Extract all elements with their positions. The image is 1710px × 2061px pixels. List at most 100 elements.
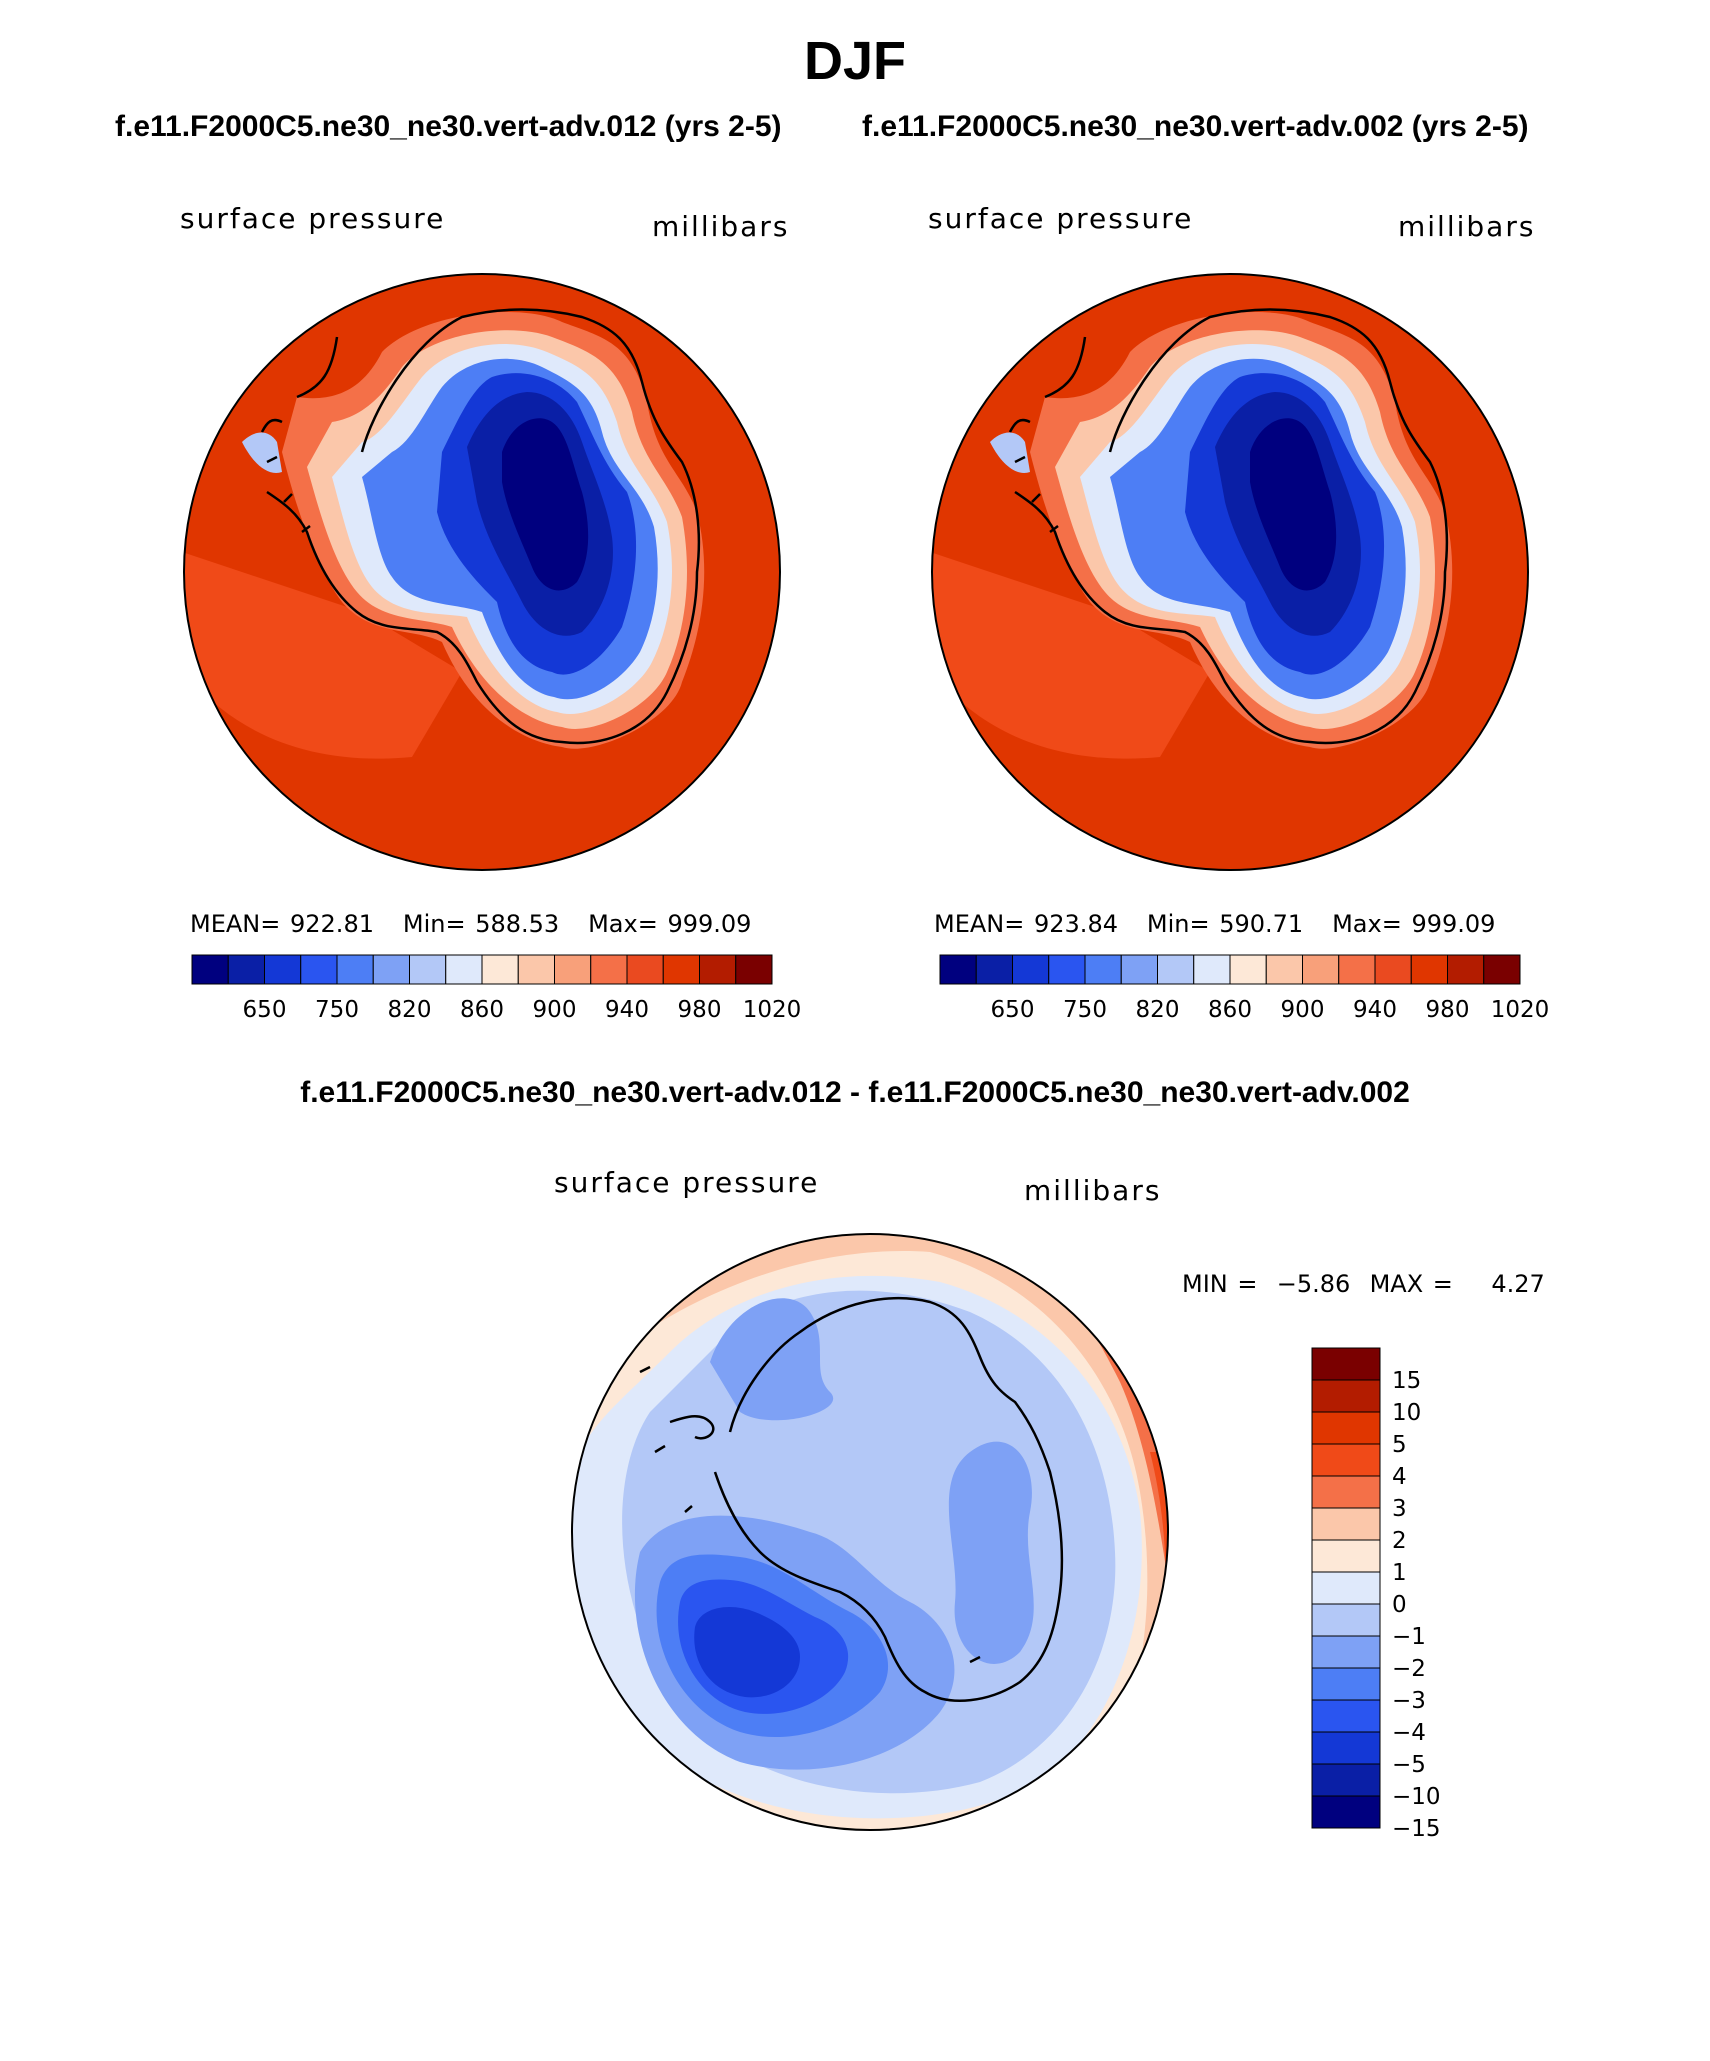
right-colorbar-swatch xyxy=(1302,954,1340,985)
left-colorbar-swatch xyxy=(300,954,338,985)
diff-colorbar-swatch xyxy=(1311,1539,1381,1573)
diff-max-value: 4.27 xyxy=(1491,1270,1545,1298)
right-colorbar-swatch xyxy=(939,954,977,985)
right-colorbar-swatch xyxy=(1265,954,1303,985)
left-colorbar-swatch xyxy=(626,954,664,985)
diff-colorbar-swatch xyxy=(1311,1763,1381,1797)
right-colorbar-tick-label: 650 xyxy=(991,997,1035,1023)
left-units-label: millibars xyxy=(652,210,790,243)
diff-colorbar-swatch xyxy=(1311,1379,1381,1413)
left-colorbar-swatch xyxy=(517,954,555,985)
left-map-border xyxy=(183,273,781,871)
diff-colorbar-swatch xyxy=(1311,1507,1381,1541)
left-colorbar-swatch xyxy=(445,954,483,985)
diff-colorbar-tick-label: 15 xyxy=(1392,1368,1421,1394)
right-colorbar-swatch xyxy=(1410,954,1448,985)
right-max-text: Max= xyxy=(1332,910,1402,938)
left-mean-text: MEAN= xyxy=(190,910,281,938)
diff-colorbar-swatch xyxy=(1311,1411,1381,1445)
right-colorbar-swatch xyxy=(1084,954,1122,985)
left-colorbar-swatch xyxy=(554,954,592,985)
diff-colorbar-tick-label: 2 xyxy=(1392,1528,1407,1554)
main-title: DJF xyxy=(803,31,906,91)
left-colorbar-tick-label: 820 xyxy=(388,997,432,1023)
diff-colorbar-tick-label: −1 xyxy=(1392,1624,1426,1650)
diff-colorbar-swatch xyxy=(1311,1475,1381,1509)
diff-colorbar-swatch xyxy=(1311,1667,1381,1701)
left-min-text: Min= xyxy=(402,910,466,938)
diff-min-value: −5.86 xyxy=(1276,1270,1351,1298)
right-colorbar-swatch xyxy=(1012,954,1050,985)
right-colorbar-swatch xyxy=(975,954,1013,985)
diff-colorbar-swatch xyxy=(1311,1635,1381,1669)
right-colorbar-swatch xyxy=(1483,954,1521,985)
left-colorbar-tick-label: 980 xyxy=(678,997,722,1023)
diff-colorbar-tick-label: −3 xyxy=(1392,1688,1426,1714)
right-colorbar-swatch xyxy=(1229,954,1267,985)
left-colorbar-swatch xyxy=(191,954,229,985)
left-colorbar-swatch xyxy=(481,954,519,985)
left-stats: MEAN= 922.81 Min= 588.53 Max= 999.09 xyxy=(190,910,751,938)
left-colorbar: 650 750 820 860 900 940 980 1020 xyxy=(191,954,802,1023)
diff-colorbar-tick-label: −10 xyxy=(1392,1784,1441,1810)
left-colorbar-swatch xyxy=(699,954,737,985)
diff-colorbar-tick-label: 3 xyxy=(1392,1496,1407,1522)
right-colorbar-tick-label: 1020 xyxy=(1491,997,1550,1023)
diff-colorbar-tick-label: 1 xyxy=(1392,1560,1407,1586)
left-variable-label: surface pressure xyxy=(180,202,446,235)
diff-colorbar-tick-label: 10 xyxy=(1392,1400,1421,1426)
right-stats: MEAN= 923.84 Min= 590.71 Max= 999.09 xyxy=(934,910,1495,938)
diff-colorbar-tick-label: 5 xyxy=(1392,1432,1407,1458)
right-colorbar-tick-label: 750 xyxy=(1063,997,1107,1023)
right-min-text: Min= xyxy=(1146,910,1210,938)
diff-colorbar-tick-label: −5 xyxy=(1392,1752,1426,1778)
diff-colorbar-swatch xyxy=(1311,1347,1381,1381)
left-colorbar-tick-label: 650 xyxy=(243,997,287,1023)
diff-colorbar-tick-label: 4 xyxy=(1392,1464,1407,1490)
left-colorbar-swatch xyxy=(735,954,773,985)
right-map xyxy=(932,274,1528,870)
right-colorbar-tick-label: 940 xyxy=(1353,997,1397,1023)
left-colorbar-swatch xyxy=(227,954,265,985)
right-colorbar-swatch xyxy=(1193,954,1231,985)
right-colorbar-swatch xyxy=(1374,954,1412,985)
left-colorbar-swatch xyxy=(264,954,302,985)
left-colorbar-tick-label: 860 xyxy=(460,997,504,1023)
right-colorbar-swatch xyxy=(1120,954,1158,985)
diff-colorbar-swatch xyxy=(1311,1699,1381,1733)
right-variable-label: surface pressure xyxy=(928,202,1194,235)
left-mean-value: 922.81 xyxy=(290,910,374,938)
right-units-label: millibars xyxy=(1398,210,1536,243)
left-colorbar-tick-label: 750 xyxy=(315,997,359,1023)
left-colorbar-tick-label: 1020 xyxy=(743,997,802,1023)
left-colorbar-swatch xyxy=(372,954,410,985)
diff-map-border xyxy=(571,1233,1169,1831)
diff-variable-label: surface pressure xyxy=(554,1166,820,1199)
right-colorbar-tick-label: 900 xyxy=(1281,997,1325,1023)
right-colorbar: 650 750 820 860 900 940 980 1020 xyxy=(939,954,1550,1023)
diff-min-text: MIN = xyxy=(1182,1270,1258,1298)
left-colorbar-swatch xyxy=(336,954,374,985)
right-run-title: f.e11.F2000C5.ne30_ne30.vert-adv.002 (yr… xyxy=(862,110,1529,143)
left-colorbar-swatch xyxy=(409,954,447,985)
right-colorbar-tick-label: 980 xyxy=(1426,997,1470,1023)
left-map xyxy=(184,274,780,870)
right-colorbar-swatch xyxy=(1338,954,1376,985)
diff-colorbar-swatch xyxy=(1311,1443,1381,1477)
left-colorbar-tick-label: 900 xyxy=(533,997,577,1023)
diff-units-label: millibars xyxy=(1024,1174,1162,1207)
left-colorbar-tick-label: 940 xyxy=(605,997,649,1023)
diff-colorbar-tick-label: −2 xyxy=(1392,1656,1426,1682)
diff-colorbar-tick-label: 0 xyxy=(1392,1592,1407,1618)
right-map-border xyxy=(931,273,1529,871)
left-run-title: f.e11.F2000C5.ne30_ne30.vert-adv.012 (yr… xyxy=(115,110,782,143)
right-colorbar-swatch xyxy=(1447,954,1485,985)
left-max-text: Max= xyxy=(588,910,658,938)
diff-stats: MIN = −5.86 MAX = 4.27 xyxy=(1182,1270,1545,1298)
right-colorbar-swatch xyxy=(1157,954,1195,985)
right-min-value: 590.71 xyxy=(1219,910,1304,938)
left-colorbar-swatch xyxy=(590,954,628,985)
right-colorbar-tick-label: 860 xyxy=(1208,997,1252,1023)
